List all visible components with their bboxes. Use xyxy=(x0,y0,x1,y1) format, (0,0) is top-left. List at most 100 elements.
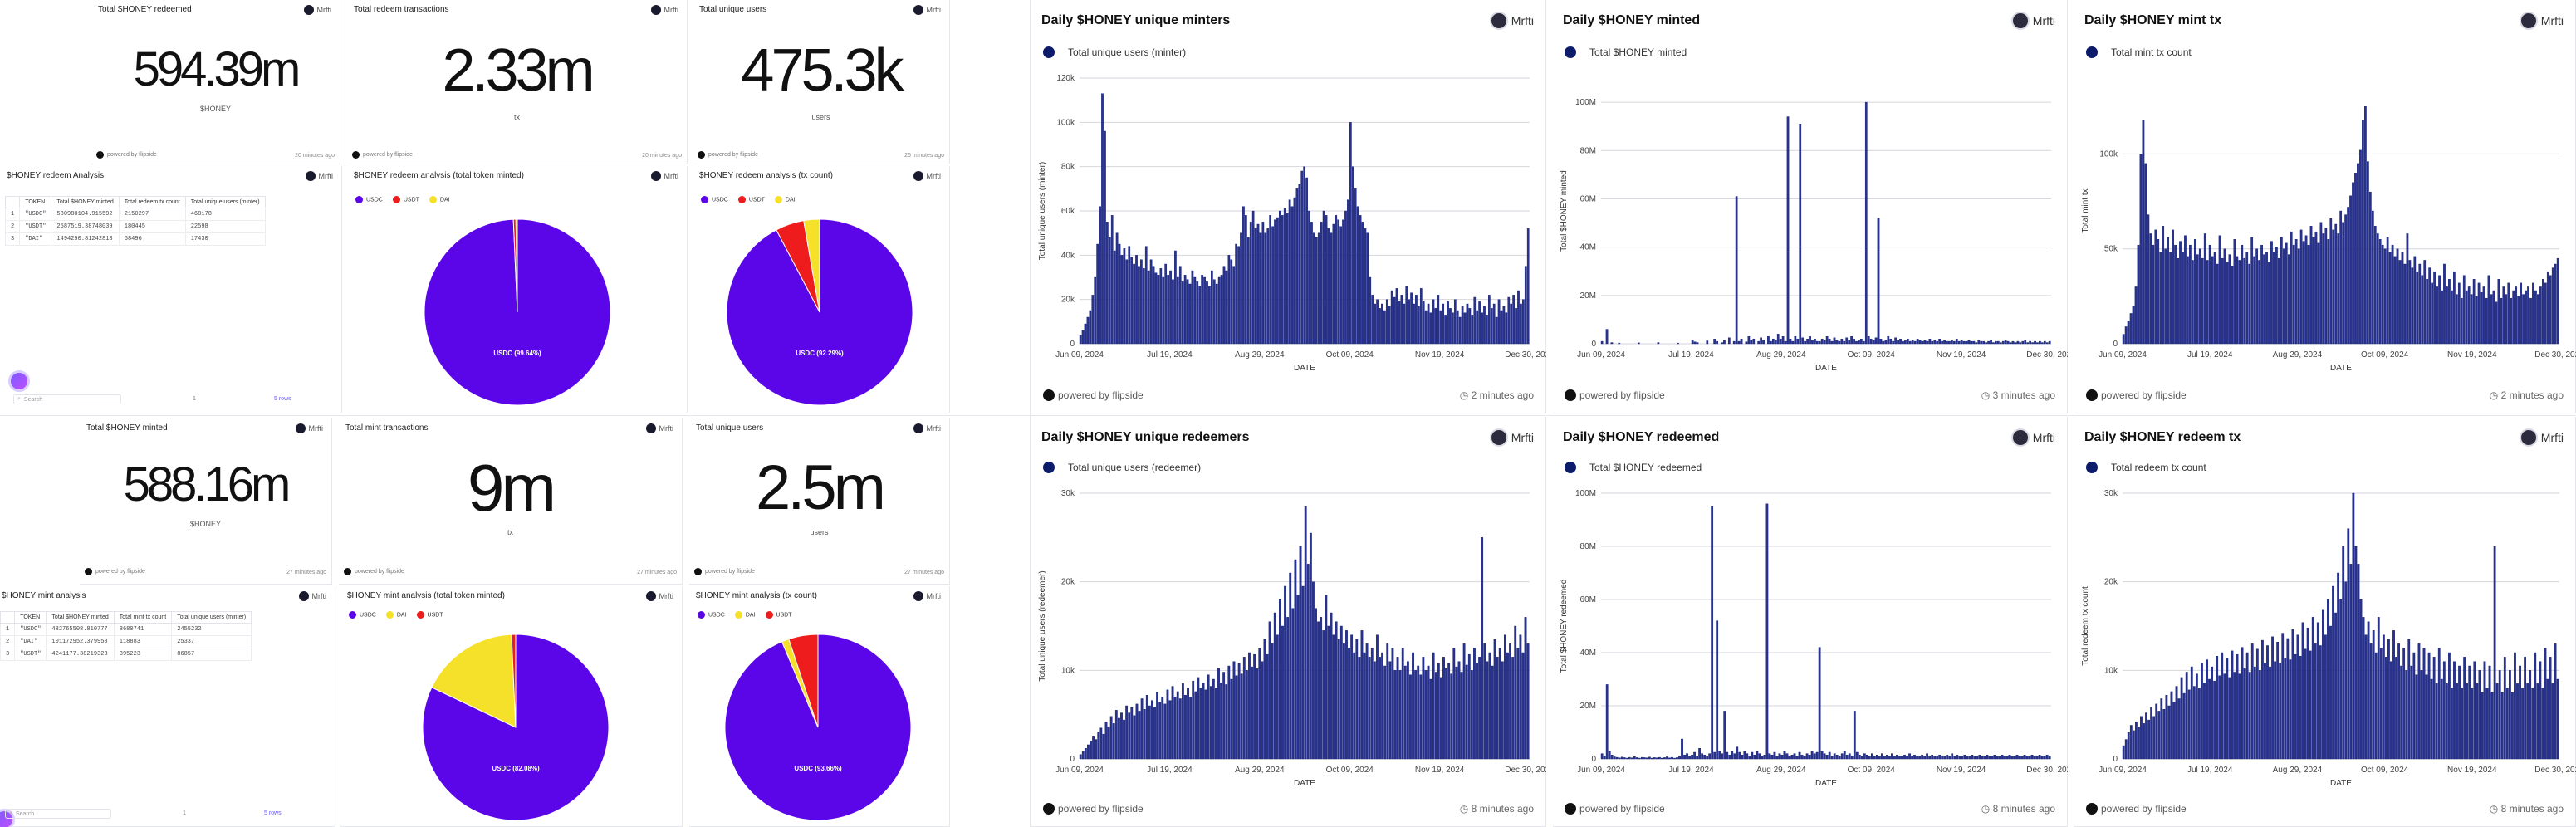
owner-badge[interactable]: Mrfti xyxy=(303,5,331,15)
owner-badge[interactable]: Mrfti xyxy=(913,423,941,433)
bar[interactable] xyxy=(1493,639,1496,760)
bar[interactable] xyxy=(1206,281,1208,345)
bar[interactable] xyxy=(1933,756,1937,760)
bar[interactable] xyxy=(2028,756,2031,760)
bar[interactable] xyxy=(1419,288,1423,345)
bar[interactable] xyxy=(1768,753,1771,760)
bar[interactable] xyxy=(2255,248,2258,345)
bar[interactable] xyxy=(1848,753,1851,760)
bar[interactable] xyxy=(2413,256,2417,345)
bar[interactable] xyxy=(2546,678,2549,760)
bar[interactable] xyxy=(1364,228,1367,345)
bar[interactable] xyxy=(1506,652,1509,760)
bar[interactable] xyxy=(1918,340,1922,345)
bar[interactable] xyxy=(2260,244,2263,345)
bar[interactable] xyxy=(1897,340,1899,345)
bar[interactable] xyxy=(2314,231,2318,345)
bar[interactable] xyxy=(1225,270,1228,345)
bar[interactable] xyxy=(2369,643,2373,760)
bar[interactable] xyxy=(1192,680,1195,760)
bar[interactable] xyxy=(1904,340,1907,345)
bar[interactable] xyxy=(2001,340,2005,345)
bar[interactable] xyxy=(1808,755,1811,760)
bar[interactable] xyxy=(1266,653,1269,760)
bar[interactable] xyxy=(2344,214,2347,345)
bar[interactable] xyxy=(2364,106,2367,345)
bar[interactable] xyxy=(2458,665,2461,760)
bar[interactable] xyxy=(2451,290,2453,345)
bar[interactable] xyxy=(2038,755,2041,760)
bar[interactable] xyxy=(1128,246,1131,345)
bar[interactable] xyxy=(1921,755,1923,760)
bar[interactable] xyxy=(2407,639,2411,760)
bar[interactable] xyxy=(1269,215,1272,345)
bar[interactable] xyxy=(2147,214,2150,345)
chart-legend[interactable]: Total unique users (redeemer) xyxy=(1043,462,1201,473)
bar[interactable] xyxy=(1721,753,1724,760)
bar[interactable] xyxy=(1726,751,1729,760)
bar[interactable] xyxy=(1688,756,1691,760)
bar[interactable] xyxy=(1757,340,1761,345)
bar[interactable] xyxy=(2379,648,2383,760)
bar[interactable] xyxy=(1894,337,1897,345)
bar[interactable] xyxy=(1401,648,1404,760)
bar[interactable] xyxy=(1658,756,1661,760)
bar[interactable] xyxy=(1911,756,1913,760)
bar[interactable] xyxy=(1810,751,1814,760)
bar[interactable] xyxy=(1246,237,1250,345)
legend-item[interactable]: USDT xyxy=(765,611,792,619)
bar[interactable] xyxy=(2446,286,2448,345)
bar[interactable] xyxy=(1174,250,1177,345)
bar[interactable] xyxy=(1424,670,1428,760)
bar[interactable] xyxy=(1424,310,1428,345)
rows-per-page-select[interactable]: 5 rows xyxy=(264,810,282,816)
bar[interactable] xyxy=(2253,666,2256,760)
bar[interactable] xyxy=(2309,650,2312,760)
bar[interactable] xyxy=(2339,210,2343,345)
owner-badge[interactable]: Mrfti xyxy=(295,423,323,433)
bar[interactable] xyxy=(2132,306,2135,345)
bar[interactable] xyxy=(2145,712,2147,760)
bar[interactable] xyxy=(1966,756,1969,760)
bar[interactable] xyxy=(1615,756,1619,760)
bar[interactable] xyxy=(2311,617,2314,760)
bar[interactable] xyxy=(1201,275,1203,345)
bar[interactable] xyxy=(1332,223,1335,345)
bar[interactable] xyxy=(2461,688,2463,760)
bar[interactable] xyxy=(1661,757,1663,760)
bar[interactable] xyxy=(2503,657,2506,760)
bar[interactable] xyxy=(1403,303,1406,345)
bar[interactable] xyxy=(1804,340,1806,345)
bar[interactable] xyxy=(1337,639,1340,760)
bar[interactable] xyxy=(1835,755,1839,760)
bar[interactable] xyxy=(2387,639,2390,760)
rows-per-page-select[interactable]: 5 rows xyxy=(274,396,291,402)
bar[interactable] xyxy=(2319,645,2322,760)
bar[interactable] xyxy=(2048,756,2051,760)
bar[interactable] xyxy=(1298,184,1301,345)
bar[interactable] xyxy=(2482,286,2485,345)
bar[interactable] xyxy=(1507,296,1511,345)
bar[interactable] xyxy=(2437,648,2441,760)
bar[interactable] xyxy=(1645,757,1648,760)
bar[interactable] xyxy=(1498,648,1501,760)
bar[interactable] xyxy=(1953,756,1956,760)
bar[interactable] xyxy=(1673,757,1676,760)
bar[interactable] xyxy=(1946,755,1949,760)
bar[interactable] xyxy=(1962,340,1966,345)
bar[interactable] xyxy=(1963,755,1966,760)
bar[interactable] xyxy=(2167,237,2170,345)
bar[interactable] xyxy=(2516,683,2519,760)
bar[interactable] xyxy=(1168,700,1172,760)
column-header[interactable]: Total unique users (minter) xyxy=(171,611,252,624)
bar[interactable] xyxy=(1519,634,1522,760)
bar[interactable] xyxy=(2546,271,2549,345)
bar[interactable] xyxy=(1982,340,1986,345)
bar[interactable] xyxy=(1783,751,1786,760)
bar[interactable] xyxy=(1972,340,1976,345)
bar[interactable] xyxy=(1881,753,1883,760)
bar[interactable] xyxy=(2539,286,2542,345)
bar[interactable] xyxy=(2376,233,2379,345)
powered-by[interactable]: powered by flipside xyxy=(1565,803,1665,815)
bar[interactable] xyxy=(1361,222,1364,345)
